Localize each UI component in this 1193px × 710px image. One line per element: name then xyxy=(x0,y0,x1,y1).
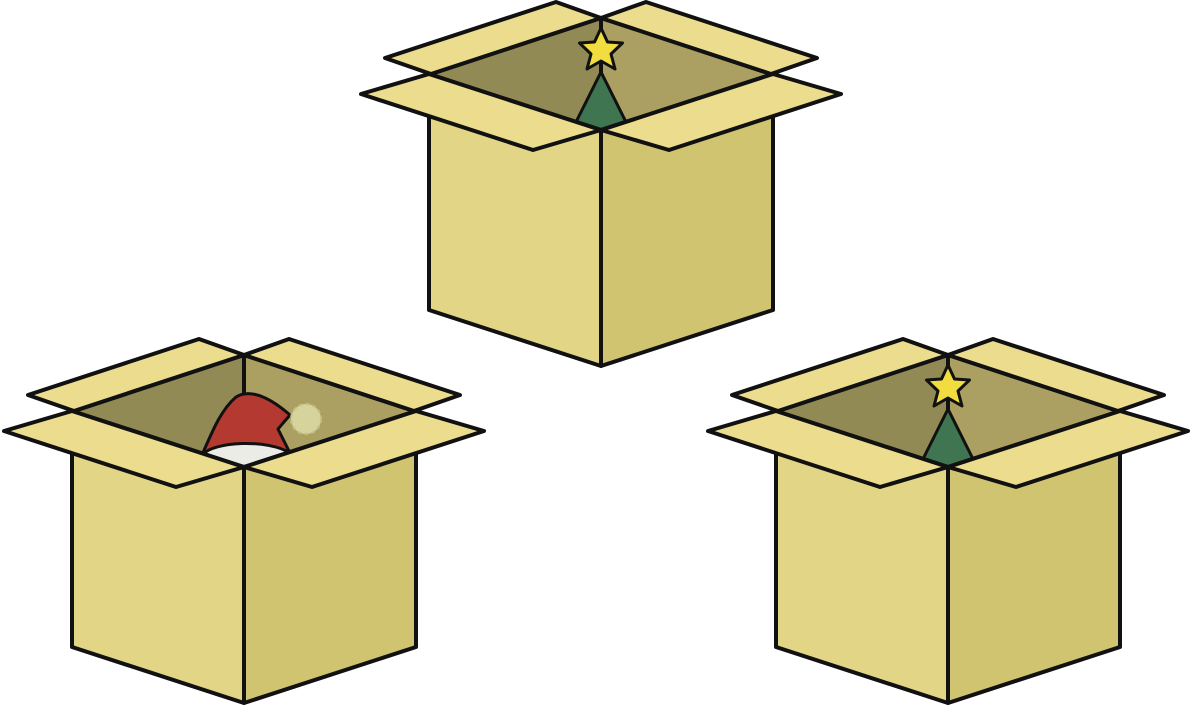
box-bottom-left xyxy=(2,337,486,705)
box-top-center xyxy=(359,0,843,368)
santa-hat-icon xyxy=(200,392,322,469)
box-bottom-right xyxy=(706,337,1190,705)
